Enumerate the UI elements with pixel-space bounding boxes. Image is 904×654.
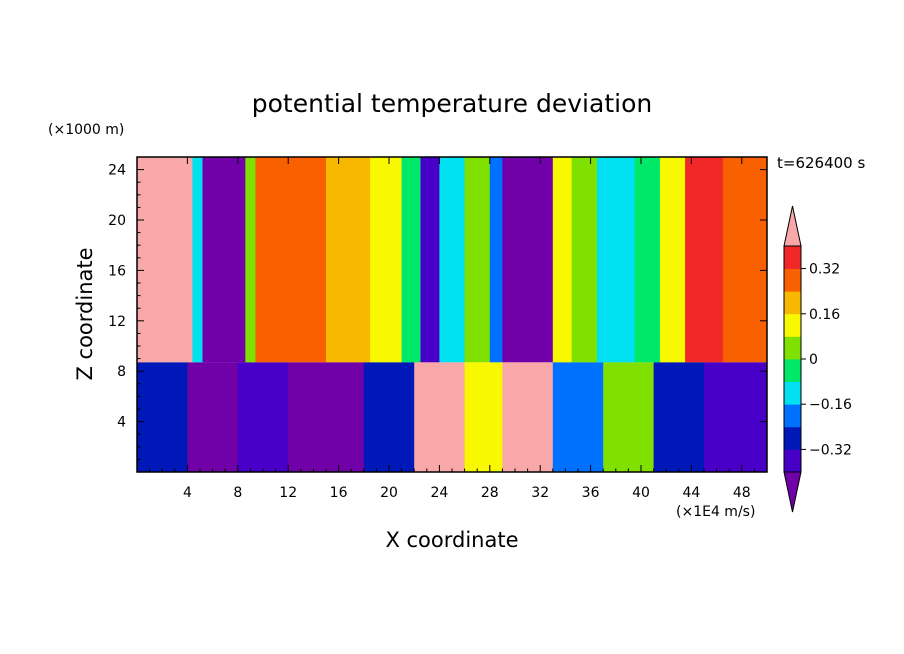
lower-layer-band (552, 362, 604, 472)
colorbar-label: −0.16 (809, 397, 852, 413)
y-tick-label: 20 (108, 213, 126, 229)
upper-layer-band (192, 157, 204, 363)
time-label: t=626400 s (777, 154, 865, 172)
colorbar: 0.32 0.16 0 −0.16 −0.32 (783, 205, 852, 513)
lower-layer-band (502, 362, 554, 472)
x-tick-label: 36 (582, 485, 600, 501)
upper-layer-band (552, 157, 573, 363)
y-tick-label: 4 (117, 415, 126, 431)
x-axis: 4 8 12 16 20 24 28 32 36 40 44 48 (149, 157, 755, 501)
lower-layer-band (237, 362, 289, 472)
lower-layer-band (704, 362, 767, 472)
y-tick-label: 8 (117, 364, 126, 380)
upper-layer-band (634, 157, 661, 363)
y-tick-label: 12 (108, 314, 126, 330)
colorbar-label: −0.32 (809, 442, 852, 458)
lower-layer-band (363, 362, 415, 472)
upper-layer-band (685, 157, 724, 363)
y-tick-label: 24 (108, 163, 126, 179)
upper-layer-band (722, 157, 749, 363)
colorbar-label: 0 (809, 352, 818, 368)
y-axis-title: Z coordinate (73, 247, 97, 380)
upper-layer-band (502, 157, 554, 363)
y-unit-label: (×1000 m) (48, 122, 124, 138)
lower-layer-band (464, 362, 503, 472)
colorbar-segment (784, 291, 801, 315)
upper-layer-band (439, 157, 466, 363)
x-tick-label: 4 (183, 485, 192, 501)
upper-layer-band (137, 157, 193, 363)
x-tick-label: 32 (531, 485, 549, 501)
x-tick-label: 20 (380, 485, 398, 501)
colorbar-lower-extension (783, 471, 802, 513)
colorbar-label: 0.32 (809, 262, 840, 278)
colorbar-segment (784, 359, 801, 382)
upper-layer-band (202, 157, 246, 363)
x-axis-title: X coordinate (385, 528, 518, 552)
upper-layer-band (420, 157, 440, 363)
colorbar-segment (784, 268, 801, 292)
y-axis: 4 8 12 16 20 24 (108, 163, 767, 460)
upper-layer-band (571, 157, 598, 363)
x-tick-label: 12 (279, 485, 297, 501)
colorbar-segment (784, 426, 801, 450)
upper-layer-band (596, 157, 636, 363)
upper-layer-band (326, 157, 371, 363)
upper-layer-band (659, 157, 686, 363)
colorbar-segment (784, 336, 801, 360)
upper-layer-band (370, 157, 403, 363)
colorbar-segment (784, 381, 801, 405)
x-tick-label: 28 (481, 485, 499, 501)
contour-fill (137, 157, 767, 472)
x-tick-label: 16 (330, 485, 348, 501)
colorbar-segment (784, 404, 801, 428)
upper-layer-band (245, 157, 256, 363)
lower-layer-band (603, 362, 655, 472)
upper-layer-band (748, 157, 767, 363)
x-tick-label: 48 (733, 485, 751, 501)
lower-layer-band (414, 362, 466, 472)
x-unit-label: (×1E4 m/s) (676, 504, 755, 520)
lower-layer-band (653, 362, 705, 472)
upper-layer-band (464, 157, 491, 363)
upper-layer-band (255, 157, 327, 363)
chart-title: potential temperature deviation (252, 89, 652, 118)
x-tick-label: 44 (682, 485, 700, 501)
upper-layer-band (489, 157, 503, 363)
x-tick-label: 24 (430, 485, 448, 501)
lower-layer-band (187, 362, 239, 472)
lower-layer-band (137, 362, 188, 472)
colorbar-segment (784, 313, 801, 337)
colorbar-upper-extension (783, 205, 802, 247)
colorbar-segment (784, 449, 801, 473)
lower-layer-band (288, 362, 365, 472)
x-tick-label: 40 (632, 485, 650, 501)
y-tick-label: 16 (108, 263, 126, 279)
x-tick-label: 8 (233, 485, 242, 501)
upper-layer-band (401, 157, 421, 363)
colorbar-label: 0.16 (809, 307, 840, 323)
colorbar-segment (784, 246, 801, 269)
